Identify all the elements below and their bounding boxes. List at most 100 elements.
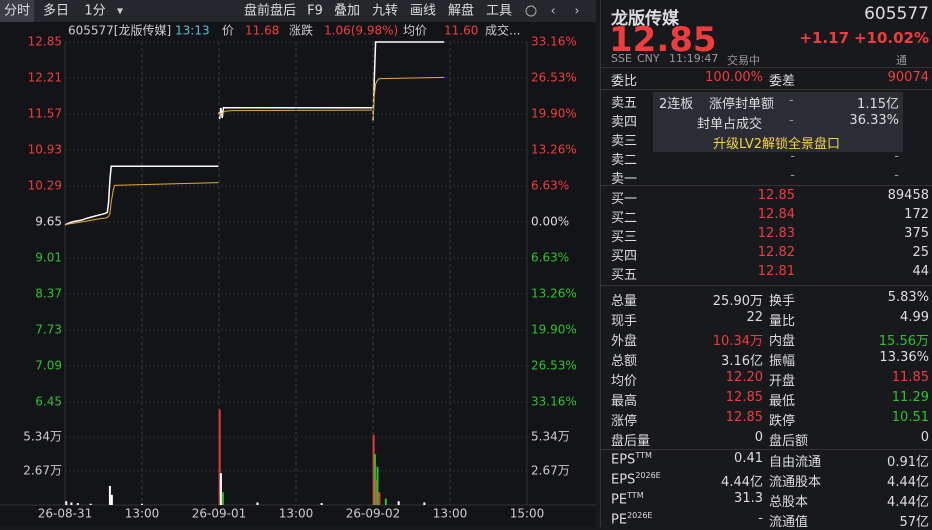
x-tick-label: 26-09-01 <box>192 507 246 521</box>
pct-tick-label: 19.90% <box>531 323 577 337</box>
stat-value: 25.90万 <box>712 294 763 309</box>
promo-value: 36.33% <box>849 113 899 128</box>
tab[interactable]: 分时 <box>4 4 30 19</box>
bid-label: 买三 <box>611 230 638 245</box>
menu-item[interactable]: 画线 <box>410 4 436 19</box>
price-tick-label: 7.09 <box>35 359 62 373</box>
volume-bar <box>376 466 379 505</box>
fin-value: 57亿 <box>899 515 929 530</box>
header-price: 11.68 <box>245 24 279 38</box>
fin-label: 总股本 <box>769 495 809 510</box>
menu-item[interactable]: 叠加 <box>334 4 360 19</box>
volume-bar <box>218 409 221 505</box>
stat-value: 10.34万 <box>712 334 763 349</box>
promo-label: 涨停封单额 <box>709 97 775 112</box>
stat-value: 22 <box>746 310 763 325</box>
last-price: 12.85 <box>609 20 717 60</box>
bid-volume: 89458 <box>887 188 929 203</box>
ask-price: - <box>790 149 795 164</box>
stat-label: 最高 <box>611 394 638 409</box>
tab[interactable]: 1分 <box>84 4 105 19</box>
quote-meta: 交易中 <box>727 54 760 67</box>
x-tick-label: 13:00 <box>279 507 314 521</box>
fin-label-sup: TTM <box>635 451 652 460</box>
settings-icon[interactable] <box>525 5 537 17</box>
fin-value: - <box>758 511 763 526</box>
x-tick-label: 15:00 <box>510 507 545 521</box>
stat-label: 换手 <box>769 294 796 309</box>
fin-value: 4.44亿 <box>887 475 929 490</box>
fin-label: 流通值 <box>769 515 809 530</box>
price-tick-label: 12.21 <box>28 71 62 85</box>
promo-dash: - <box>789 93 794 108</box>
volume-bar <box>108 485 111 505</box>
fin-label: PETTM <box>611 491 644 508</box>
stat-label: 跌停 <box>769 414 796 429</box>
ratio: 100.00% <box>705 70 763 85</box>
pct-tick-label: 6.63% <box>531 179 569 193</box>
header-code: 605577[龙版传媒] <box>68 23 171 38</box>
menu-item[interactable]: 盘前盘后 <box>244 3 296 19</box>
menu-item[interactable]: F9 <box>307 4 323 19</box>
stat-label: 盘后额 <box>769 434 809 449</box>
pct-tick-label: 13.26% <box>531 143 577 157</box>
bid-price: 12.85 <box>757 188 795 203</box>
volume-bar <box>397 501 400 505</box>
promo-dash: - <box>789 113 794 128</box>
scroll-right-icon[interactable]: › <box>575 4 580 18</box>
volume-bar <box>141 503 143 505</box>
stat-label: 均价 <box>611 374 638 389</box>
stat-label: 振幅 <box>769 354 796 369</box>
bid-volume: 25 <box>912 245 929 260</box>
quote-panel: 龙版传媒 605577 12.85 +1.17 +10.02% SSE CNY 11:19:4… <box>600 0 932 530</box>
quote-meta: 11:19:47 <box>669 52 719 65</box>
plot-bg <box>0 22 596 527</box>
stat-label: 盘后量 <box>611 434 651 449</box>
header-volume-label: 成交... <box>485 23 520 38</box>
change: +1.17 <box>799 29 849 47</box>
ask-price: - <box>790 168 795 183</box>
pct-tick-label: 33.16% <box>531 35 577 49</box>
stat-label: 开盘 <box>769 374 796 389</box>
volume-bar <box>378 492 381 505</box>
bid-price: 12.81 <box>757 264 795 279</box>
fin-value: 31.3 <box>734 491 763 506</box>
dropdown-icon[interactable]: ▾ <box>117 4 123 18</box>
header-avg-label: 均价 <box>403 24 427 38</box>
stat-value: 10.51 <box>891 410 929 425</box>
volume-tick-label-right: 2.67万 <box>531 463 570 477</box>
ask-label: 卖一 <box>611 172 638 187</box>
stock-code: 605577 <box>864 4 929 24</box>
volume-bar <box>70 502 73 505</box>
ask-label: 卖三 <box>611 134 638 149</box>
menu-item[interactable]: 解盘 <box>448 3 474 19</box>
divider <box>601 449 932 450</box>
diff-label: 委差 <box>769 74 796 89</box>
diff: 90074 <box>887 70 929 85</box>
stat-label: 内盘 <box>769 334 796 349</box>
scroll-left-icon[interactable]: ‹ <box>551 4 556 18</box>
quote-meta: CNY <box>637 52 660 65</box>
tab-active[interactable] <box>0 0 34 22</box>
stat-label: 总额 <box>611 354 638 369</box>
fin-value: 0.41 <box>734 451 763 466</box>
bid-price: 12.84 <box>757 207 795 222</box>
volume-tick-label: 5.34万 <box>23 429 62 443</box>
fin-label-sup: TTM <box>627 491 644 500</box>
pct-tick-label: 26.53% <box>531 359 577 373</box>
menu-item[interactable]: 九转 <box>372 4 398 19</box>
tab[interactable]: 多日 <box>43 3 69 19</box>
price-line <box>64 76 445 226</box>
promo-upgrade[interactable]: 升级LV2解锁全景盘口 <box>713 137 840 152</box>
header-avg: 11.60 <box>444 24 478 38</box>
bid-volume: 44 <box>912 264 929 279</box>
fin-label: EPS2026E <box>611 471 661 488</box>
promo-board: 2连板 <box>659 97 694 112</box>
menu-item[interactable]: 工具 <box>486 4 512 19</box>
price-tick-label: 11.57 <box>28 107 62 121</box>
fin-value: 0.91亿 <box>887 455 929 470</box>
pct-tick-label: 33.16% <box>531 395 577 409</box>
quote-tag: 通 <box>896 54 907 67</box>
header-change: 1.06(9.98%) <box>324 24 398 38</box>
